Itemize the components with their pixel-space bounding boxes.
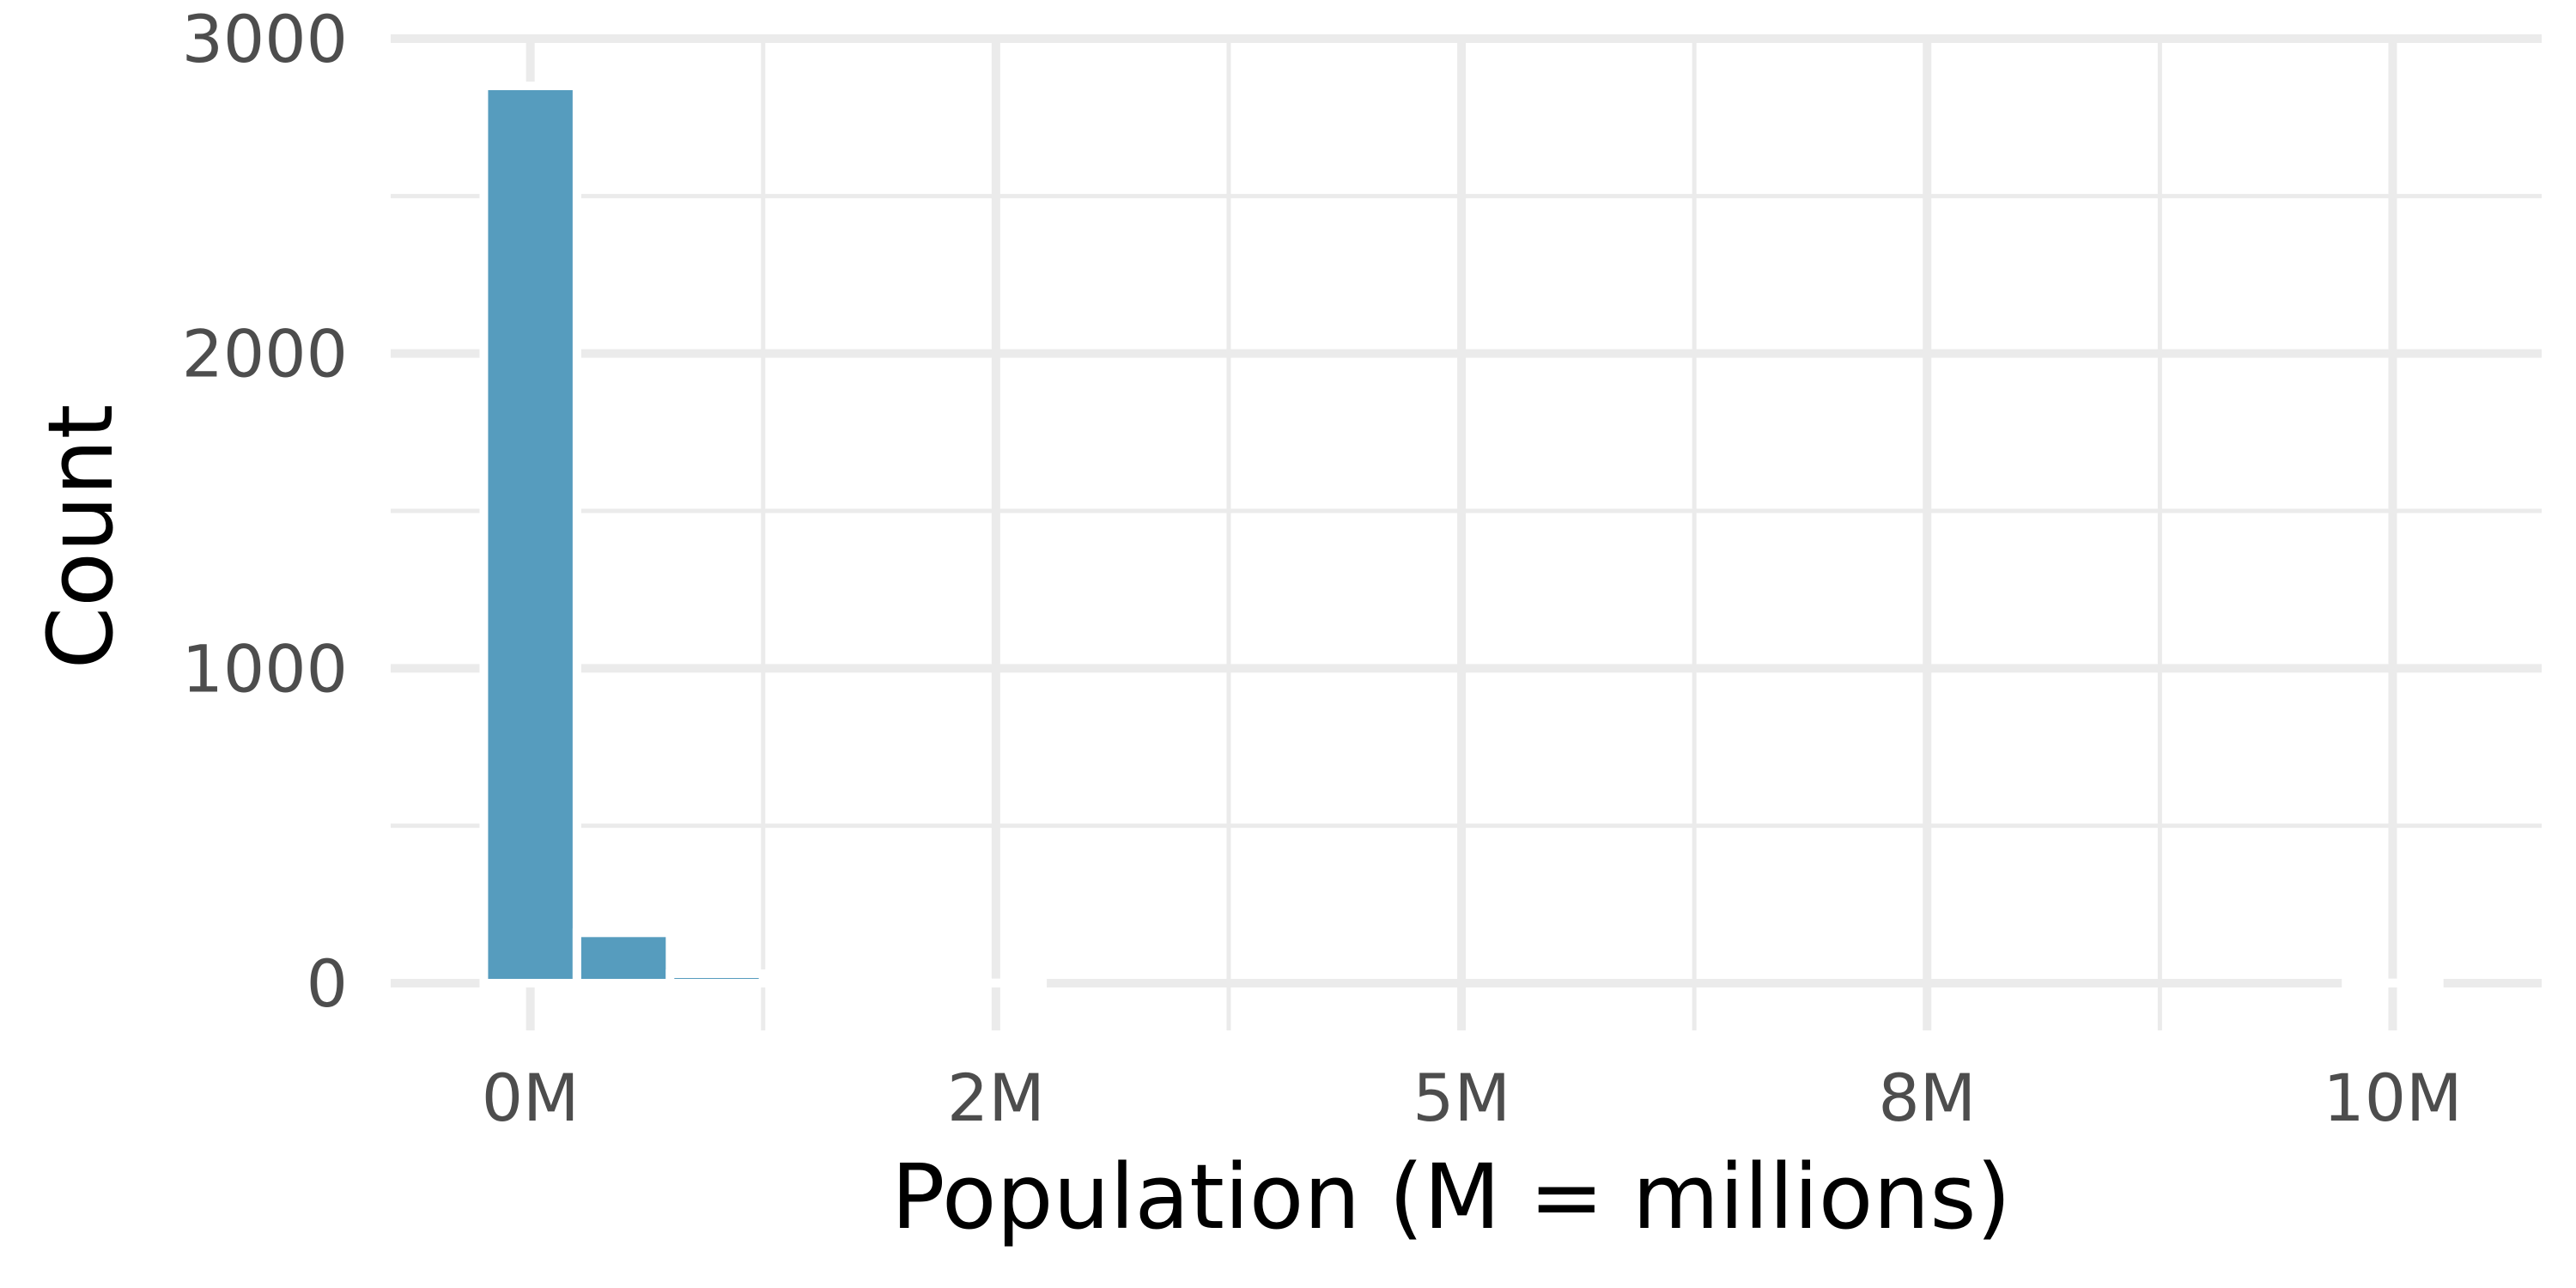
histogram-bar — [665, 969, 768, 987]
y-tick-label: 1000 — [182, 630, 348, 707]
x-tick-label: 10M — [2323, 1060, 2462, 1136]
x-tick-label: 8M — [1878, 1060, 1976, 1136]
x-tick-label: 5M — [1413, 1060, 1510, 1136]
y-axis-title: Count — [28, 404, 133, 670]
histogram-bar — [572, 928, 675, 988]
x-tick-label: 0M — [482, 1060, 580, 1136]
bars-layer — [479, 82, 2444, 988]
y-tick-labels: 0 1000 2000 3000 — [182, 1, 348, 1022]
y-tick-label: 2000 — [182, 316, 348, 392]
histogram-bar — [852, 978, 954, 988]
y-tick-label: 3000 — [182, 1, 348, 77]
histogram-bar — [479, 82, 581, 987]
x-axis-title: Population (M = millions) — [891, 1145, 2011, 1249]
grid-layer — [391, 34, 2542, 1030]
x-tick-labels: 0M 2M 5M 8M 10M — [482, 1060, 2463, 1136]
y-tick-label: 0 — [307, 945, 348, 1022]
x-tick-label: 2M — [947, 1060, 1045, 1136]
histogram-bar — [758, 977, 861, 988]
